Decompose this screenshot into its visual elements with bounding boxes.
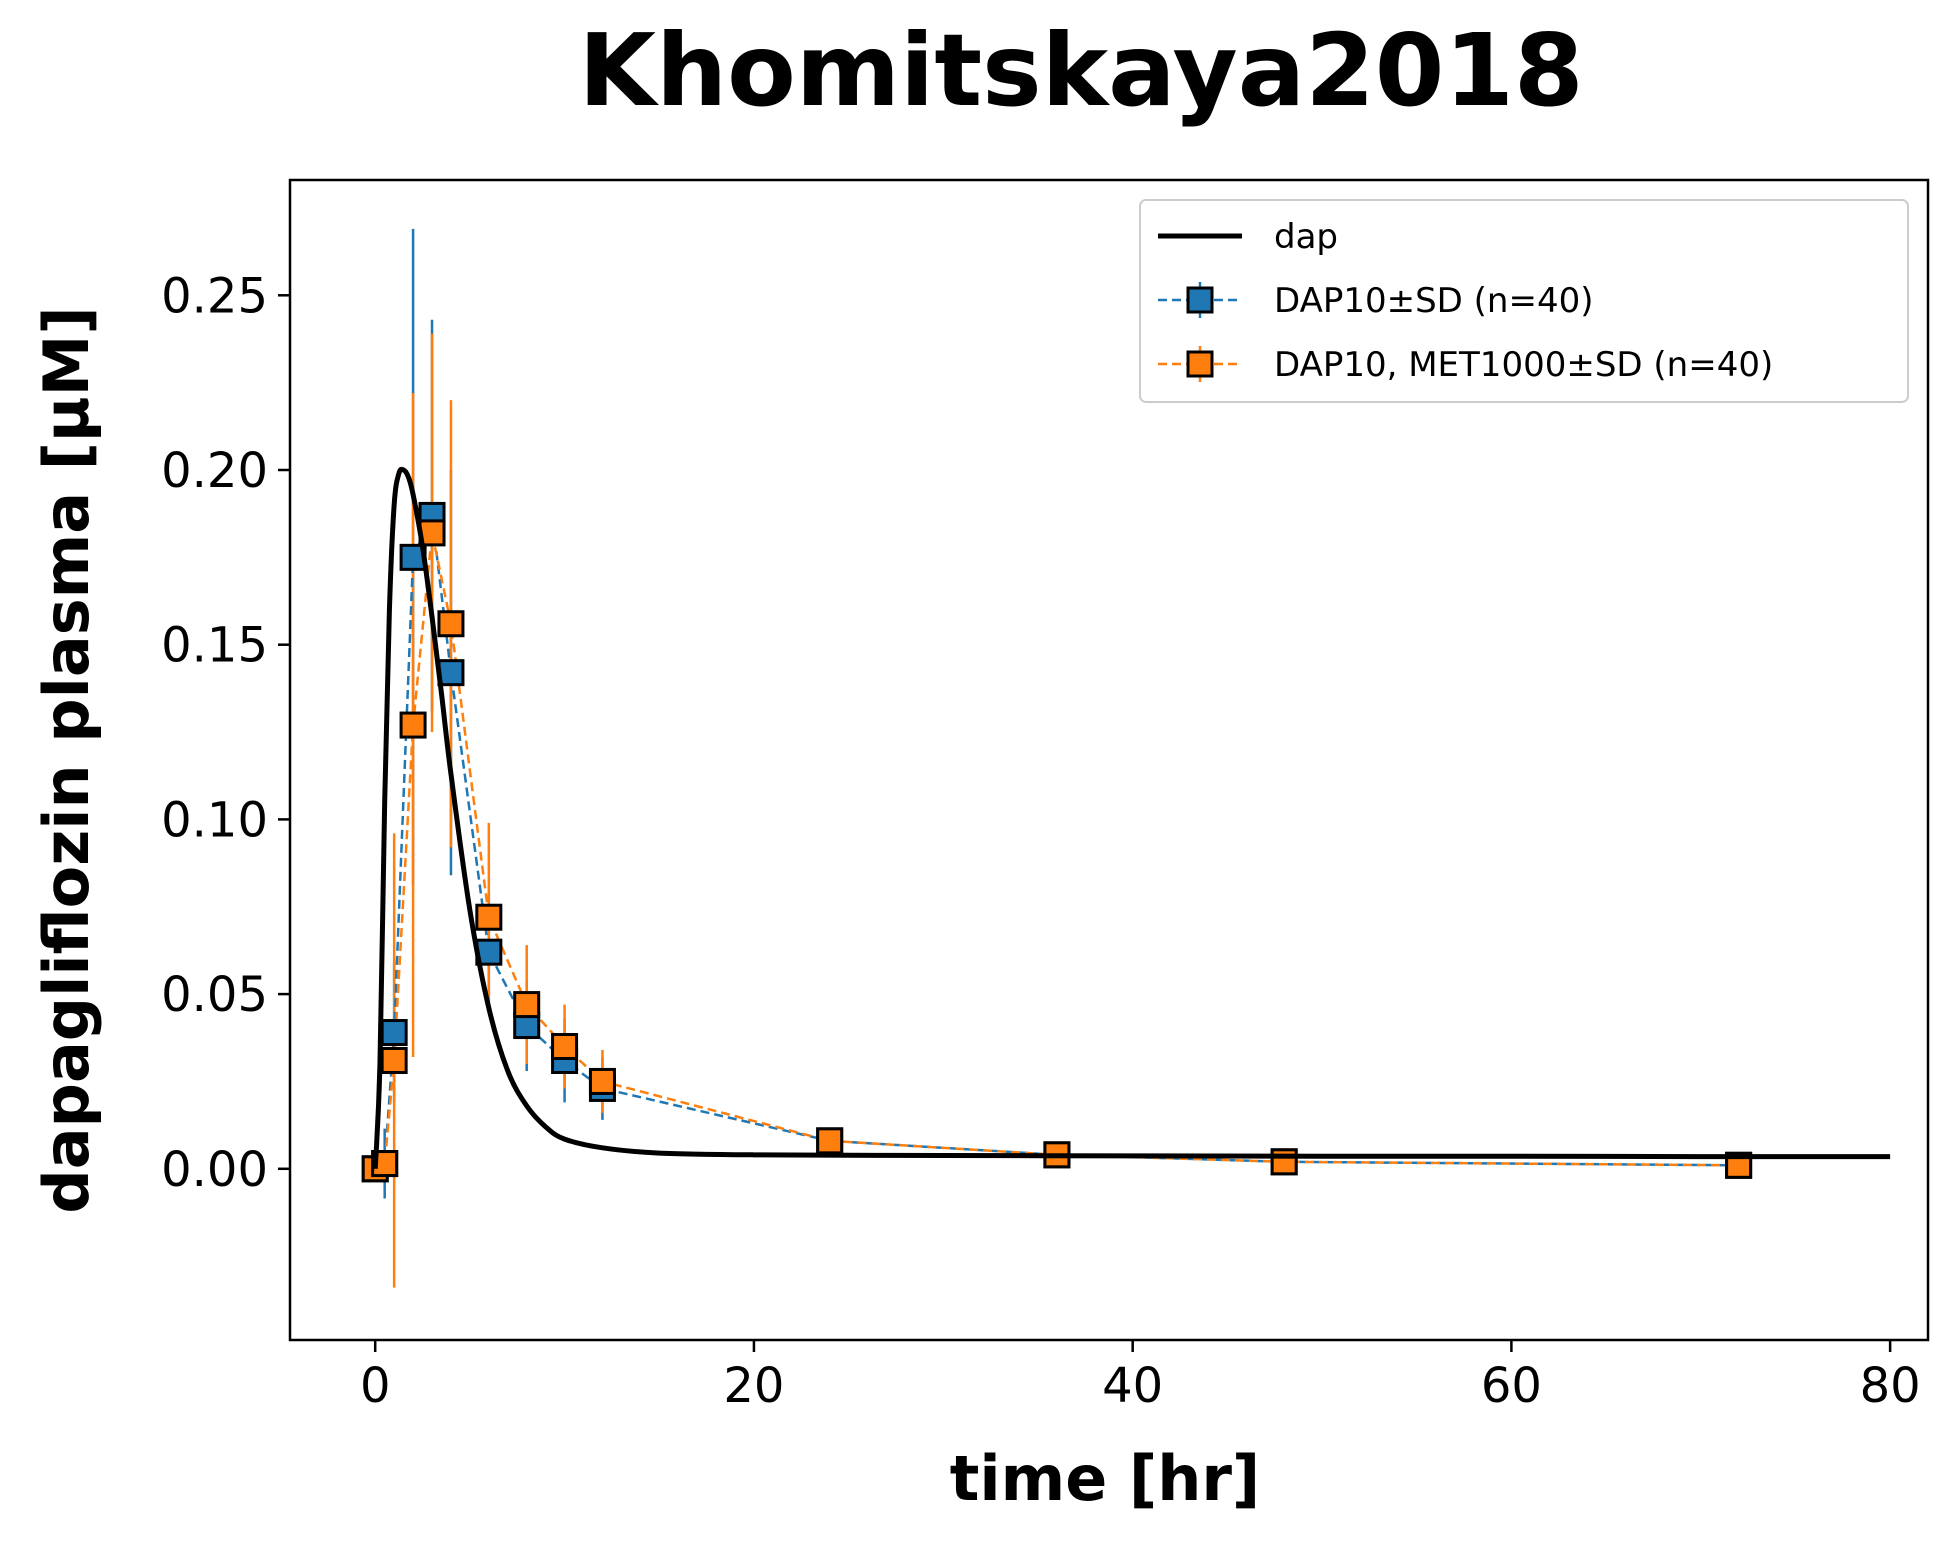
x-tick-label-60: 60 (1481, 1358, 1542, 1414)
x-tick-label-0: 0 (360, 1358, 391, 1414)
y-tick-label-0.25: 0.25 (161, 268, 268, 324)
dap10-met1000-point (1270, 1148, 1298, 1176)
dap10-line (374, 510, 1739, 1170)
legend-dap10-met1000-label: DAP10, MET1000±SD (n=40) (1274, 345, 1773, 385)
dap10-met1000-line (374, 532, 1739, 1170)
dap-line (372, 466, 1891, 1169)
dap10-met1000-point (380, 1046, 408, 1074)
dap10-point (437, 659, 465, 687)
legend-dap10-met1000-marker (1186, 350, 1214, 378)
dap10-point (380, 1019, 408, 1047)
legend-box (1139, 199, 1909, 403)
plot-area (361, 228, 1891, 1288)
dap10-met1000-point (513, 991, 541, 1019)
dap10-met1000-point (475, 903, 503, 931)
legend-dap-label: dap (1274, 217, 1338, 257)
dap10-met1000-point (437, 610, 465, 638)
legend-dap10-marker (1186, 286, 1214, 314)
dap10-met1000-point (816, 1127, 844, 1155)
x-tick-label-80: 80 (1860, 1358, 1921, 1414)
y-tick-label-0.05: 0.05 (161, 967, 268, 1023)
dap10-met1000-point (399, 711, 427, 739)
y-tick-label-0.00: 0.00 (161, 1142, 268, 1198)
chart-title: Khomitskaya2018 (578, 12, 1583, 129)
plot-frame (288, 178, 1930, 1342)
x-tick-label-40: 40 (1102, 1358, 1163, 1414)
legend-dap10-label: DAP10±SD (n=40) (1274, 281, 1594, 321)
y-tick-label-0.15: 0.15 (161, 618, 268, 674)
x-axis-label: time [hr] (950, 1442, 1261, 1515)
dap10-met1000-point (588, 1067, 616, 1095)
x-tick-label-20: 20 (723, 1358, 784, 1414)
dap10-met1000-point (551, 1033, 579, 1061)
y-tick-label-0.10: 0.10 (161, 792, 268, 848)
y-axis-label: dapagliflozin plasma [µM] (30, 306, 103, 1213)
y-tick-label-0.20: 0.20 (161, 443, 268, 499)
